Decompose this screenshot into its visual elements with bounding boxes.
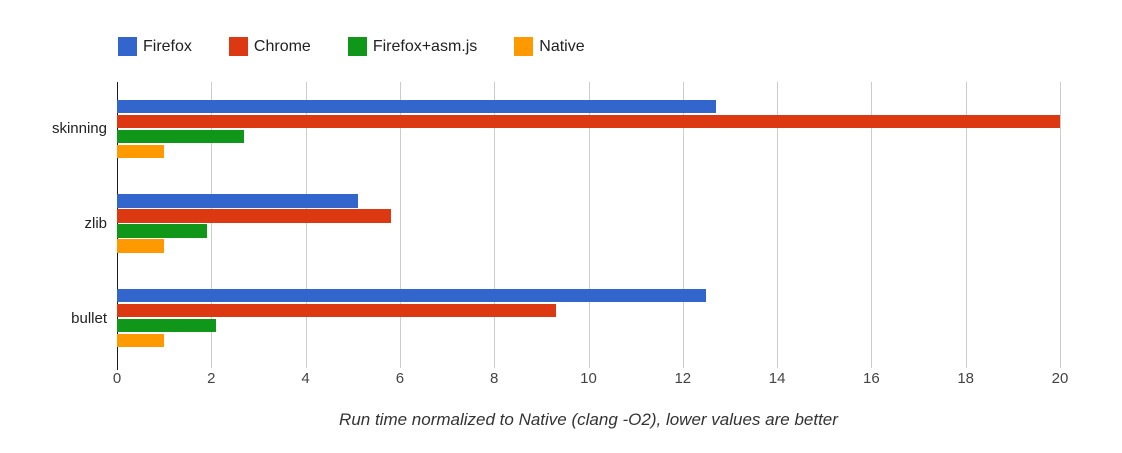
category-label-skinning: skinning (51, 120, 107, 138)
gridline (871, 82, 873, 368)
plot-area (117, 82, 1061, 370)
gridline (399, 82, 401, 368)
bar-bullet-native (117, 333, 165, 348)
bar-skinning-native (117, 144, 165, 159)
x-tick-label: 16 (863, 370, 880, 387)
x-tick-label: 12 (674, 370, 692, 387)
legend-item-native: Native (514, 37, 585, 56)
legend-item-firefox-asm-js: Firefox+asm.js (347, 37, 478, 56)
x-tick-label: 6 (395, 370, 405, 387)
bar-skinning-firefox (117, 99, 716, 114)
gridline (965, 82, 967, 368)
gridline (305, 82, 307, 368)
legend-swatch-native (514, 37, 534, 56)
legend-label-chrome: Chrome (253, 38, 311, 55)
gridline (1060, 82, 1061, 368)
legend-item-firefox: Firefox (118, 37, 192, 56)
x-tick-label: 18 (957, 370, 975, 387)
legend-label-firefox-asm-js: Firefox+asm.js (372, 38, 478, 55)
gridline (211, 82, 213, 368)
bar-bullet-firefox-asm-js (117, 318, 216, 333)
bar-skinning-chrome (117, 114, 1060, 129)
chart-legend: Firefox Chrome Firefox+asm.js Native (118, 37, 622, 56)
chart-caption: Run time normalized to Native (clang -O2… (339, 410, 838, 429)
bar-bullet-firefox (117, 288, 707, 303)
bar-skinning-firefox-asm-js (117, 129, 245, 144)
x-tick-label: 2 (207, 370, 216, 387)
x-tick-label: 8 (490, 370, 499, 387)
gridline (588, 82, 590, 368)
category-label-bullet: bullet (71, 309, 107, 327)
bar-zlib-firefox-asm-js (117, 224, 207, 238)
legend-swatch-firefox (118, 37, 137, 56)
x-tick-label: 20 (1051, 370, 1069, 387)
gridline (494, 82, 496, 368)
category-label-zlib: zlib (84, 215, 107, 232)
gridline (682, 82, 684, 368)
legend-item-chrome: Chrome (228, 37, 311, 56)
legend-label-native: Native (539, 38, 585, 55)
bar-zlib-native (117, 239, 165, 253)
bar-zlib-firefox (117, 194, 358, 208)
x-tick-label: 14 (768, 370, 786, 387)
x-tick-label: 4 (301, 370, 310, 387)
gridline (777, 82, 779, 368)
x-tick-label: 0 (112, 370, 122, 387)
bar-zlib-chrome (117, 209, 391, 223)
legend-swatch-firefox-asm-js (347, 37, 367, 56)
x-tick-label: 10 (580, 370, 597, 387)
legend-label-firefox: Firefox (143, 38, 192, 55)
bar-bullet-chrome (117, 303, 556, 318)
legend-swatch-chrome (228, 37, 248, 56)
